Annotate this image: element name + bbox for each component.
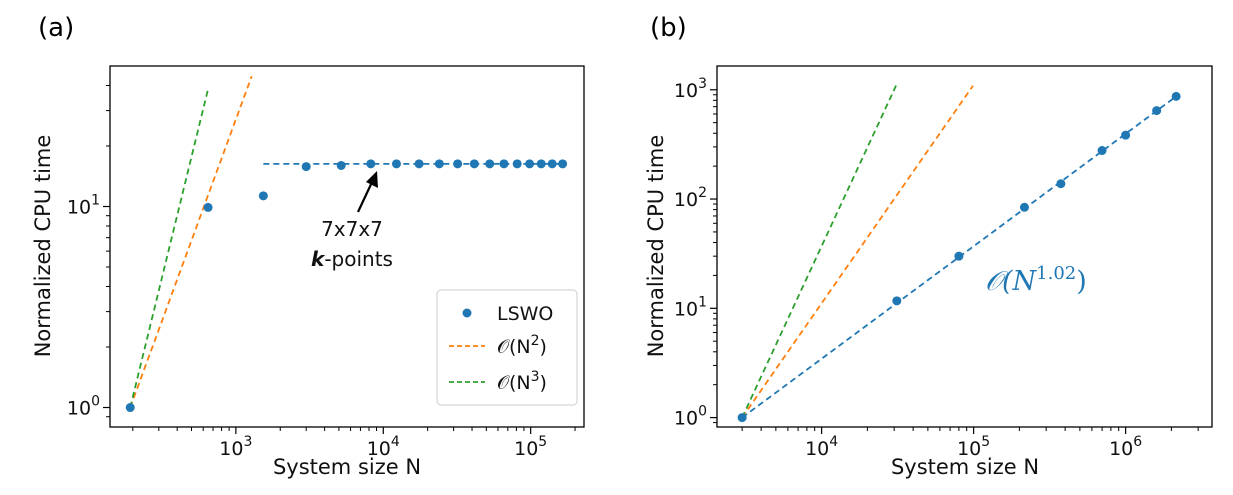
panel-a-label: (a) bbox=[38, 13, 74, 43]
a-x-tick-label: 105 bbox=[514, 434, 547, 460]
a-data-point bbox=[391, 159, 401, 169]
a-data-point bbox=[547, 159, 557, 169]
annotation-line2: k-points bbox=[311, 247, 393, 271]
b-data-point bbox=[1152, 106, 1162, 116]
a-data-point bbox=[336, 160, 346, 170]
panel-b-y-ticks: 100 101 102 103 bbox=[674, 76, 717, 430]
legend-n2-suffix: ) bbox=[540, 336, 547, 358]
panel-a-frame bbox=[109, 65, 585, 428]
legend-n3-prefix: 𝒪(N bbox=[497, 372, 531, 394]
panel-a-x-axis-label: System size N bbox=[273, 455, 421, 479]
panel-a-y-axis-label: Normalized CPU time bbox=[31, 135, 55, 358]
panel-b-x-ticks: 104 105 106 bbox=[741, 427, 1199, 460]
a-x-tick-label: 103 bbox=[219, 434, 252, 460]
a-data-point bbox=[512, 159, 522, 169]
a-data-point bbox=[525, 159, 535, 169]
a-x-tick-label: 104 bbox=[367, 434, 400, 460]
legend-n3-sup: 3 bbox=[531, 369, 540, 385]
panel-b-frame bbox=[716, 65, 1213, 428]
b-data-point bbox=[1171, 91, 1181, 101]
b-data-point bbox=[1019, 202, 1029, 212]
b-data-point bbox=[1056, 179, 1066, 189]
panel-a-points bbox=[125, 159, 568, 413]
panel-b-label: (b) bbox=[650, 13, 687, 43]
a-data-point bbox=[125, 403, 135, 413]
a-data-point bbox=[434, 159, 444, 169]
annotation-arrow-head bbox=[366, 171, 378, 188]
a-series-line-2 bbox=[129, 76, 253, 408]
b-x-tick-label: 106 bbox=[1109, 434, 1142, 460]
panel-a-x-ticks: 103 104 105 bbox=[132, 427, 576, 460]
b-y-tick-label: 101 bbox=[674, 294, 707, 320]
panel-b-x-axis-label: System size N bbox=[891, 455, 1039, 479]
legend-lswo-marker bbox=[462, 308, 472, 318]
scaling-annotation-exponent: 1.02 bbox=[1036, 263, 1076, 284]
legend-n2-prefix: 𝒪(N bbox=[497, 336, 531, 358]
a-data-point bbox=[558, 159, 568, 169]
panel-b-points bbox=[737, 91, 1181, 423]
a-data-point bbox=[499, 159, 509, 169]
legend-entry-lswo: LSWO bbox=[462, 303, 553, 325]
legend-entry-n2: 𝒪(N2) bbox=[449, 333, 547, 358]
panel-a-y-ticks: 100 101 bbox=[67, 84, 110, 420]
b-series-line-2 bbox=[741, 85, 974, 419]
a-data-point bbox=[414, 159, 424, 169]
a-y-tick-label: 101 bbox=[67, 193, 100, 219]
a-data-point bbox=[469, 159, 479, 169]
legend-n2-sup: 2 bbox=[531, 333, 540, 349]
b-data-point bbox=[1097, 146, 1107, 156]
panel-b-lines bbox=[741, 84, 1177, 419]
legend-n2-label: 𝒪(N2) bbox=[497, 333, 547, 358]
legend-entry-n3: 𝒪(N3) bbox=[449, 369, 547, 394]
a-data-point bbox=[536, 159, 546, 169]
a-data-point bbox=[301, 162, 311, 172]
annotation-arrow-shaft bbox=[357, 179, 374, 213]
annotation-points-word: -points bbox=[324, 247, 393, 271]
panel-b: (b) 104 105 106 100 101 102 103 System size N… bbox=[644, 13, 1213, 479]
annotation-line1: 7x7x7 bbox=[321, 217, 383, 241]
legend-lswo-label: LSWO bbox=[497, 303, 553, 325]
a-data-point bbox=[453, 159, 463, 169]
legend-n3-label: 𝒪(N3) bbox=[497, 369, 547, 394]
a-data-point bbox=[366, 159, 376, 169]
b-y-tick-label: 100 bbox=[674, 404, 707, 430]
annotation-k: k bbox=[311, 247, 326, 271]
scaling-annotation-suffix: ) bbox=[1076, 266, 1087, 297]
panel-b-y-axis-label: Normalized CPU time bbox=[644, 135, 668, 358]
a-data-point bbox=[203, 202, 213, 212]
scaling-annotation: 𝒪(N1.02) bbox=[985, 263, 1087, 297]
legend-box bbox=[436, 289, 578, 406]
b-series-line-3 bbox=[741, 84, 898, 418]
a-data-point bbox=[485, 159, 495, 169]
b-x-tick-label: 104 bbox=[805, 434, 838, 460]
legend: LSWO 𝒪(N2) 𝒪(N3) bbox=[436, 289, 578, 406]
a-y-tick-label: 100 bbox=[67, 394, 100, 420]
scaling-annotation-prefix: 𝒪(N bbox=[985, 266, 1038, 297]
a-data-point bbox=[258, 191, 268, 201]
b-x-tick-label: 105 bbox=[957, 434, 990, 460]
b-data-point bbox=[892, 296, 902, 306]
panel-a: (a) 103 104 105 100 101 System size N Norma… bbox=[31, 13, 585, 479]
b-y-tick-label: 103 bbox=[674, 76, 707, 102]
b-data-point bbox=[737, 413, 747, 423]
b-data-point bbox=[1121, 130, 1131, 140]
b-y-tick-label: 102 bbox=[674, 185, 707, 211]
kpoints-annotation: 7x7x7 k-points bbox=[311, 171, 393, 271]
a-series-line-3 bbox=[129, 89, 209, 408]
panel-a-lines bbox=[129, 76, 563, 408]
b-data-point bbox=[954, 251, 964, 261]
legend-n3-suffix: ) bbox=[540, 372, 547, 394]
